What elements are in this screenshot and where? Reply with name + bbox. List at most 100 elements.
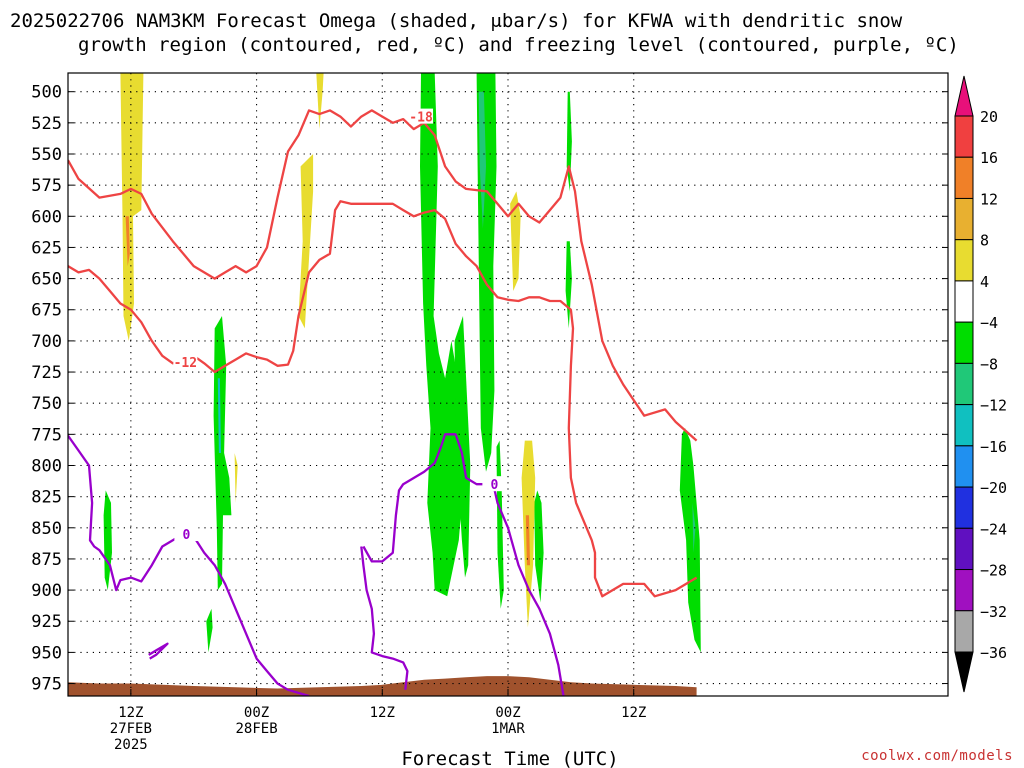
- y-tick-label: 625: [31, 238, 62, 258]
- omega-colorbar: 20 16 12 8 4 −4 −8 −12 −16 −20 −24 −28 −32 −36: [954, 75, 1007, 693]
- omega-region-3: [298, 154, 314, 329]
- omega-region-0: [120, 73, 144, 341]
- x-tick-label: 28FEB: [235, 721, 277, 737]
- omega-region-6: [454, 316, 471, 578]
- y-tick-label: 775: [31, 425, 62, 445]
- omega-region-4: [234, 453, 238, 503]
- contour-label-bg: [173, 354, 198, 370]
- y-tick-label: 700: [31, 332, 62, 352]
- omega-region-18: [217, 378, 221, 453]
- colorbar-tick-label: 8: [980, 232, 989, 250]
- colorbar-tick-label: −28: [980, 562, 1007, 580]
- chart-title-line1: 2025022706 NAM3KM Forecast Omega (shaded…: [10, 10, 903, 32]
- y-axis-ticks: 500 525 550 575 600 625 650 675 700 725 750 775 800 8…: [31, 83, 948, 695]
- y-tick-label: 525: [31, 114, 62, 134]
- omega-region-8: [478, 91, 486, 229]
- y-tick-label: 725: [31, 363, 62, 383]
- chart-title-line2: growth region (contoured, red, ºC) and f…: [78, 34, 959, 56]
- contour-label: -18: [409, 111, 433, 126]
- x-tick-label: 12Z: [621, 705, 646, 721]
- omega-region-21: [692, 502, 696, 553]
- colorbar-top-arrow: [954, 75, 974, 117]
- colorbar-bin: [954, 610, 974, 653]
- colorbar-bin: [954, 197, 974, 241]
- colorbar-tick-label: −8: [980, 355, 998, 373]
- y-tick-label: 800: [31, 456, 62, 476]
- x-tick-label: 00Z: [244, 705, 269, 721]
- contour-label: -12: [174, 356, 197, 371]
- y-tick-label: 500: [31, 83, 62, 103]
- colorbar-bottom-arrow: [954, 651, 974, 693]
- colorbar-tick-label: −16: [980, 438, 1007, 456]
- colorbar-bin: [954, 115, 974, 158]
- x-tick-label: 2025: [114, 737, 148, 753]
- x-tick-label: 12Z: [118, 705, 143, 721]
- omega-shading: [103, 73, 701, 653]
- omega-region-1: [125, 216, 130, 267]
- y-tick-label: 650: [31, 270, 62, 290]
- colorbar-tick-label: −32: [980, 603, 1007, 621]
- y-tick-label: 975: [31, 675, 62, 695]
- contour-label-bg: [482, 476, 507, 492]
- y-tick-label: 550: [31, 145, 62, 165]
- contour-label-bg: [174, 526, 199, 542]
- contour-labels: -18 -12 0 0: [173, 108, 507, 543]
- terrain-fill: [68, 676, 697, 696]
- colorbar-bin: [954, 486, 974, 529]
- omega-region-19: [206, 608, 213, 653]
- omega-region-2: [316, 73, 324, 130]
- y-tick-label: 900: [31, 581, 62, 601]
- contour-label-bg: [409, 108, 434, 124]
- colorbar-bin: [954, 569, 974, 612]
- colorbar-bin: [954, 280, 974, 323]
- colorbar-tick-label: 20: [980, 108, 998, 126]
- colorbar-tick-label: 12: [980, 190, 998, 208]
- colorbar-tick-label: −24: [980, 520, 1007, 538]
- y-tick-label: 850: [31, 519, 62, 539]
- colorbar-bin: [954, 527, 974, 571]
- colorbar-tick-label: −20: [980, 479, 1007, 497]
- y-tick-label: 675: [31, 301, 62, 321]
- y-tick-label: 600: [31, 207, 62, 227]
- dendritic_bottom-contour-1: [68, 200, 698, 598]
- colorbar-bin: [954, 362, 974, 406]
- colorbar-tick-label: 16: [980, 149, 998, 167]
- contour-label: 0: [182, 528, 190, 543]
- colorbar-tick-label: −12: [980, 397, 1007, 415]
- x-tick-label: 12Z: [370, 705, 395, 721]
- y-tick-label: 750: [31, 394, 62, 414]
- freezing-contour-5: [148, 642, 169, 660]
- colorbar-tick-label: −4: [980, 314, 998, 332]
- colorbar-tick-label: 4: [980, 273, 989, 291]
- omega-region-20: [679, 428, 701, 653]
- site-credit: coolwx.com/models: [861, 748, 1013, 764]
- colorbar-tick-label: −36: [980, 644, 1007, 662]
- colorbar-bin: [954, 404, 974, 447]
- freezing-contour-3: [360, 546, 409, 690]
- colorbar-bin: [954, 239, 974, 282]
- x-tick-label: 00Z: [495, 705, 520, 721]
- y-tick-label: 575: [31, 176, 62, 196]
- contour-label: 0: [490, 478, 498, 493]
- omega-region-16: [103, 490, 112, 591]
- x-tick-label: 27FEB: [110, 721, 152, 737]
- freezing-contour-2: [68, 434, 310, 696]
- freezing-contour-4: [362, 433, 565, 696]
- y-tick-label: 875: [31, 550, 62, 570]
- y-tick-label: 825: [31, 488, 62, 508]
- omega-region-13: [510, 191, 521, 291]
- colorbar-bin: [954, 445, 974, 488]
- grid-lines: [68, 73, 948, 696]
- x-axis-label: Forecast Time (UTC): [401, 748, 618, 768]
- colorbar-bin: [954, 321, 974, 364]
- x-tick-label: 1MAR: [491, 721, 525, 737]
- dendritic_top-contour-0: [68, 109, 698, 442]
- colorbar-bin: [954, 156, 974, 199]
- y-tick-label: 950: [31, 643, 62, 663]
- omega-region-17: [213, 316, 232, 591]
- y-tick-label: 925: [31, 612, 62, 632]
- terrain-area: [68, 676, 697, 696]
- omega-region-10: [534, 490, 544, 603]
